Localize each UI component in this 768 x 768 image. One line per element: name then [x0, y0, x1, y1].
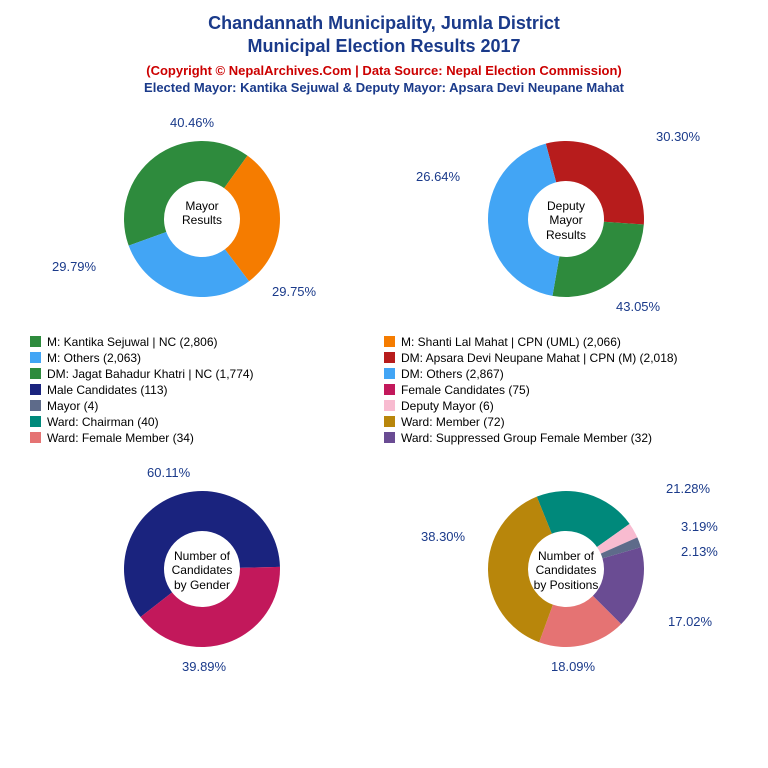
legend-text: Ward: Chairman (40) [47, 415, 159, 429]
legend-swatch [384, 336, 395, 347]
percent-label: 30.30% [656, 129, 700, 144]
copyright-text: (Copyright © NepalArchives.Com | Data So… [0, 63, 768, 78]
percent-label: 39.89% [182, 659, 226, 674]
donut-center-label: DeputyMayorResults [521, 199, 611, 242]
legend-swatch [384, 416, 395, 427]
legend-text: M: Shanti Lal Mahat | CPN (UML) (2,066) [401, 335, 621, 349]
legend-right-column: M: Shanti Lal Mahat | CPN (UML) (2,066) D… [384, 333, 738, 447]
percent-label: 26.64% [416, 169, 460, 184]
legend-swatch [30, 336, 41, 347]
legend-item: Ward: Member (72) [384, 415, 738, 429]
legend-item: Mayor (4) [30, 399, 384, 413]
elected-text: Elected Mayor: Kantika Sejuwal & Deputy … [0, 80, 768, 95]
title-line-1: Chandannath Municipality, Jumla District [0, 12, 768, 35]
legend-item: Deputy Mayor (6) [384, 399, 738, 413]
legend-text: Ward: Female Member (34) [47, 431, 194, 445]
legend-swatch [384, 368, 395, 379]
legend-item: DM: Apsara Devi Neupane Mahat | CPN (M) … [384, 351, 738, 365]
percent-label: 29.79% [52, 259, 96, 274]
legend-text: Ward: Suppressed Group Female Member (32… [401, 431, 652, 445]
legend-swatch [30, 416, 41, 427]
legend-text: Mayor (4) [47, 399, 98, 413]
percent-label: 40.46% [170, 115, 214, 130]
top-charts-row: MayorResults 40.46% 29.79% 29.75% DeputyMay… [0, 109, 768, 329]
title-line-2: Municipal Election Results 2017 [0, 35, 768, 58]
legend-text: Ward: Member (72) [401, 415, 505, 429]
donut-slice [124, 141, 247, 246]
legend-item: Ward: Chairman (40) [30, 415, 384, 429]
percent-label: 38.30% [421, 529, 465, 544]
legend-swatch [30, 400, 41, 411]
percent-label: 18.09% [551, 659, 595, 674]
deputy-mayor-chart: DeputyMayorResults 30.30% 26.64% 43.05% [396, 109, 736, 329]
legend-swatch [384, 400, 395, 411]
position-chart: Number ofCandidatesby Positions 21.28% 3.1… [396, 459, 736, 679]
donut-center-label: Number ofCandidatesby Gender [157, 549, 247, 592]
legend-text: Female Candidates (75) [401, 383, 530, 397]
percent-label: 17.02% [668, 614, 712, 629]
percent-label: 43.05% [616, 299, 660, 314]
percent-label: 60.11% [147, 465, 190, 480]
legend-text: Male Candidates (113) [47, 383, 168, 397]
legend-text: DM: Others (2,867) [401, 367, 504, 381]
legend-item: M: Kantika Sejuwal | NC (2,806) [30, 335, 384, 349]
legend-item: Ward: Female Member (34) [30, 431, 384, 445]
legend: M: Kantika Sejuwal | NC (2,806) M: Others… [0, 329, 768, 451]
legend-swatch [30, 384, 41, 395]
percent-label: 3.19% [681, 519, 718, 534]
percent-label: 29.75% [272, 284, 316, 299]
percent-label: 21.28% [666, 481, 710, 496]
legend-item: M: Others (2,063) [30, 351, 384, 365]
legend-item: Male Candidates (113) [30, 383, 384, 397]
legend-item: DM: Others (2,867) [384, 367, 738, 381]
legend-swatch [384, 352, 395, 363]
donut-center-label: Number ofCandidatesby Positions [521, 549, 611, 592]
legend-text: DM: Jagat Bahadur Khatri | NC (1,774) [47, 367, 254, 381]
legend-text: M: Kantika Sejuwal | NC (2,806) [47, 335, 218, 349]
donut-center-label: MayorResults [157, 199, 247, 228]
percent-label: 2.13% [681, 544, 718, 559]
legend-item: M: Shanti Lal Mahat | CPN (UML) (2,066) [384, 335, 738, 349]
donut-slice [129, 232, 249, 297]
legend-swatch [30, 368, 41, 379]
bottom-charts-row: Number ofCandidatesby Gender 60.11% 39.89%… [0, 459, 768, 679]
legend-swatch [384, 384, 395, 395]
legend-swatch [30, 432, 41, 443]
legend-text: DM: Apsara Devi Neupane Mahat | CPN (M) … [401, 351, 678, 365]
legend-swatch [384, 432, 395, 443]
title-block: Chandannath Municipality, Jumla District… [0, 0, 768, 101]
legend-text: Deputy Mayor (6) [401, 399, 494, 413]
legend-item: Female Candidates (75) [384, 383, 738, 397]
legend-item: Ward: Suppressed Group Female Member (32… [384, 431, 738, 445]
gender-chart: Number ofCandidatesby Gender 60.11% 39.89% [32, 459, 372, 679]
legend-left-column: M: Kantika Sejuwal | NC (2,806) M: Others… [30, 333, 384, 447]
legend-swatch [30, 352, 41, 363]
mayor-chart: MayorResults 40.46% 29.79% 29.75% [32, 109, 372, 329]
legend-item: DM: Jagat Bahadur Khatri | NC (1,774) [30, 367, 384, 381]
legend-text: M: Others (2,063) [47, 351, 141, 365]
